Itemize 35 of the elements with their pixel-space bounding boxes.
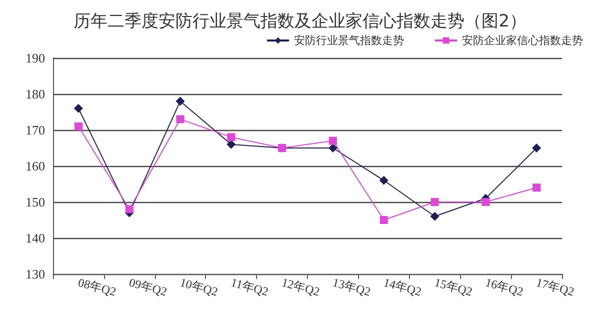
- point: [379, 176, 388, 185]
- x-tick-label: 15年Q2: [432, 275, 474, 299]
- x-tick-label: 08年Q2: [76, 275, 118, 299]
- x-tick-label: 09年Q2: [128, 275, 169, 299]
- y-tick-label: 160: [26, 158, 45, 174]
- point: [176, 96, 185, 106]
- x-tick-label: 17年Q2: [534, 275, 576, 299]
- y-tick-label: 140: [26, 230, 45, 246]
- y-tick-label: 170: [26, 122, 45, 138]
- point: [176, 115, 184, 124]
- y-tick-label: 190: [26, 50, 45, 66]
- x-tick-label: 10年Q2: [178, 275, 220, 299]
- point: [74, 104, 83, 113]
- x-tick-label: 13年Q2: [331, 275, 372, 299]
- point: [380, 216, 388, 224]
- y-tick-label: 130: [26, 266, 45, 282]
- point: [328, 144, 338, 152]
- point: [532, 184, 541, 192]
- point: [125, 205, 134, 214]
- point: [430, 212, 440, 221]
- x-tick-label: 14年Q2: [382, 275, 424, 299]
- y-tick-label: 180: [26, 86, 45, 102]
- x-tick-label: 12年Q2: [280, 275, 322, 299]
- chart-title: 历年二季度安防行业景气指数及企业家信心指数走势（图2）: [74, 12, 526, 32]
- legend-label: 安防行业景气指数走势: [294, 34, 404, 47]
- point: [532, 144, 542, 152]
- x-tick-label: 11年Q2: [229, 275, 270, 299]
- point: [227, 133, 236, 142]
- point: [74, 122, 82, 130]
- y-tick-label: 150: [26, 194, 45, 210]
- point: [328, 136, 337, 145]
- legend-label: 安防企业家信心指数走势: [462, 34, 583, 47]
- x-tick-label: 16年Q2: [484, 275, 525, 299]
- point: [482, 198, 490, 206]
- point: [430, 198, 439, 206]
